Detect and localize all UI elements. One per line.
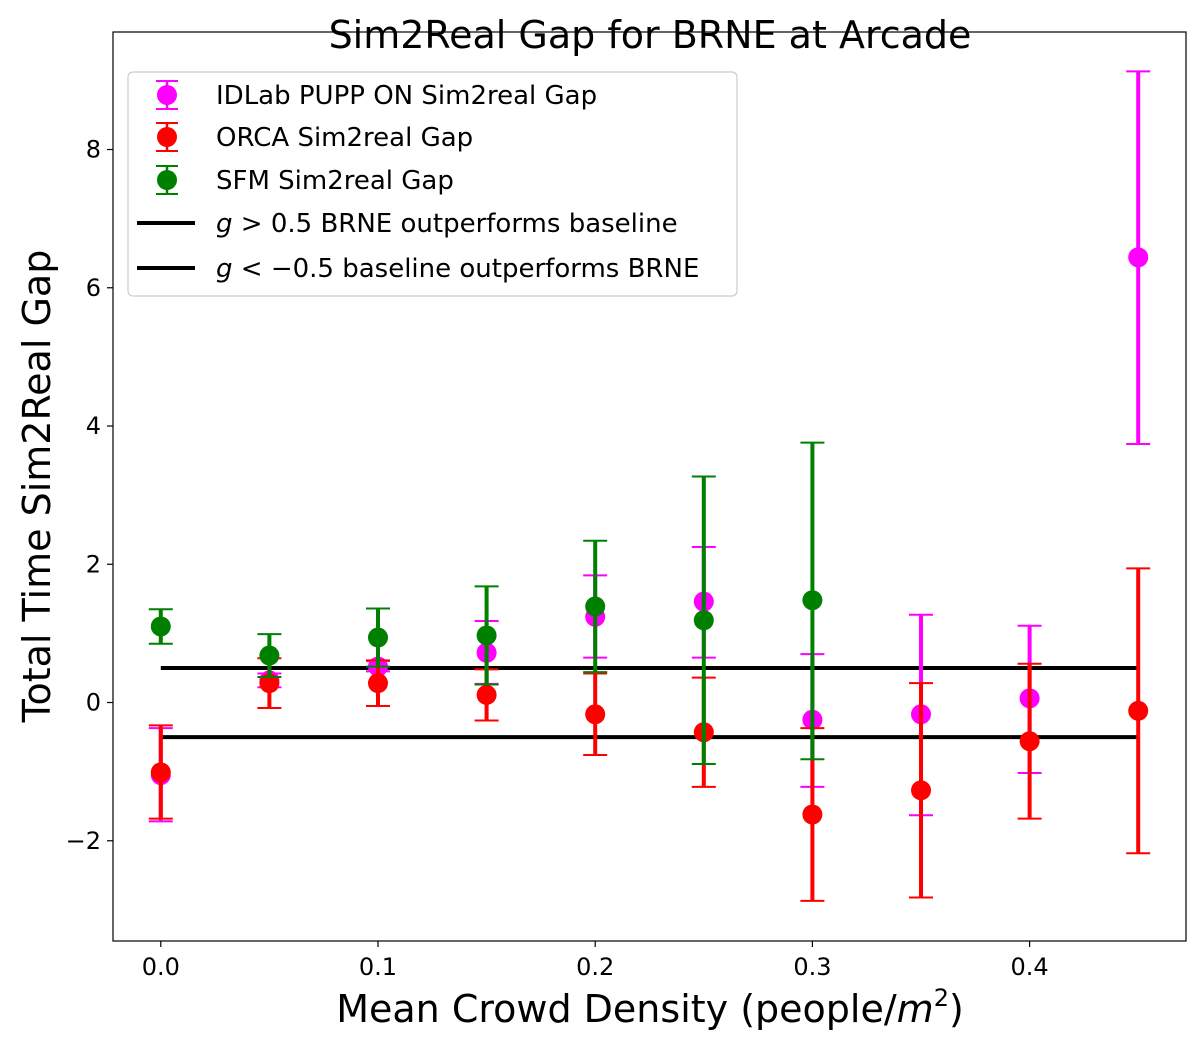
- data-point: [259, 673, 280, 694]
- x-axis-label-text: Mean Crowd Density (people/: [336, 987, 897, 1031]
- data-point: [476, 625, 497, 646]
- y-tick-label: −2: [66, 827, 101, 855]
- y-tick-label: 4: [86, 412, 101, 440]
- data-point: [802, 590, 823, 611]
- x-axis-label-math: m: [897, 987, 934, 1031]
- legend-marker: [157, 127, 177, 147]
- data-point: [367, 627, 388, 648]
- x-tick-label: 0.4: [1011, 953, 1049, 981]
- data-point: [1128, 700, 1149, 721]
- data-point: [367, 673, 388, 694]
- y-tick-label: 2: [86, 550, 101, 578]
- data-point: [911, 780, 932, 801]
- x-tick-label: 0.0: [142, 953, 180, 981]
- data-point: [1019, 731, 1040, 752]
- legend-label: g > 0.5 BRNE outperforms baseline: [216, 209, 678, 239]
- data-point: [693, 610, 714, 631]
- x-axis-label-close: ): [949, 987, 964, 1031]
- data-point: [1128, 247, 1149, 268]
- legend-label: ORCA Sim2real Gap: [216, 123, 473, 153]
- y-tick-label: 6: [86, 274, 101, 302]
- legend-label: IDLab PUPP ON Sim2real Gap: [216, 81, 597, 111]
- legend-box: [127, 71, 738, 297]
- data-point: [585, 596, 606, 617]
- legend-label: SFM Sim2real Gap: [216, 166, 454, 196]
- data-point: [476, 684, 497, 705]
- data-point: [150, 616, 171, 637]
- data-point: [150, 762, 171, 783]
- y-axis-label: Total Time Sim2Real Gap: [15, 250, 59, 724]
- x-tick-label: 0.2: [576, 953, 614, 981]
- x-axis-label: Mean Crowd Density (people/m2): [336, 984, 964, 1031]
- threshold-lines: [160, 665, 1139, 740]
- y-tick-label: 0: [86, 689, 101, 717]
- y-tick-label: 8: [86, 136, 101, 164]
- data-point: [585, 704, 606, 725]
- x-tick-label: 0.3: [793, 953, 831, 981]
- legend-marker: [157, 85, 177, 105]
- legend: IDLab PUPP ON Sim2real Gap ORCA Sim2real …: [127, 71, 738, 297]
- series-group: [148, 441, 825, 766]
- data-series: [148, 70, 1151, 902]
- legend-label: g < −0.5 baseline outperforms BRNE: [216, 254, 699, 284]
- data-point: [802, 804, 823, 825]
- plot-area: [112, 31, 1187, 942]
- x-axis-label-sup: 2: [934, 984, 949, 1012]
- axis-ticks: 0.0 0.1 0.2 0.3 0.4 −2 0 2 4 6 8: [66, 136, 1049, 981]
- data-point: [259, 645, 280, 666]
- chart-title: Sim2Real Gap for BRNE at Arcade: [329, 13, 972, 57]
- series-group: [148, 567, 1151, 902]
- x-tick-label: 0.1: [359, 953, 397, 981]
- legend-marker: [157, 170, 177, 190]
